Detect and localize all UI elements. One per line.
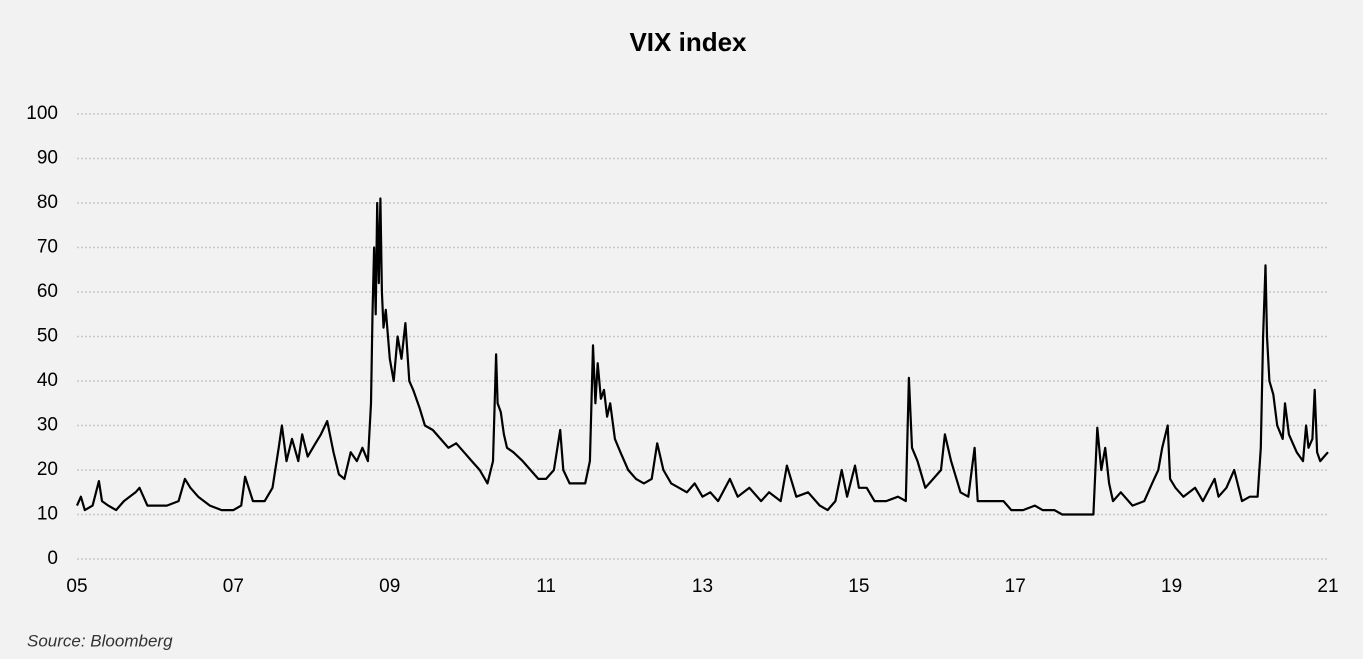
source-note: Source: Bloomberg <box>27 631 173 650</box>
x-tick-label: 09 <box>379 576 400 597</box>
y-tick-label: 0 <box>47 548 58 569</box>
x-tick-label: 07 <box>223 576 244 597</box>
y-tick-label: 90 <box>37 148 58 169</box>
x-tick-label: 11 <box>536 576 556 597</box>
x-tick-label: 17 <box>1005 576 1026 597</box>
y-tick-label: 60 <box>37 281 58 302</box>
x-tick-label: 13 <box>692 576 713 597</box>
y-tick-label: 80 <box>37 192 58 213</box>
x-tick-label: 05 <box>66 576 87 597</box>
y-tick-label: 70 <box>37 237 58 258</box>
chart-title: VIX index <box>629 27 747 57</box>
x-tick-label: 15 <box>848 576 869 597</box>
y-tick-label: 10 <box>37 504 58 525</box>
x-tick-label: 21 <box>1317 576 1338 597</box>
x-tick-label: 19 <box>1161 576 1182 597</box>
y-tick-label: 20 <box>37 459 58 480</box>
y-tick-label: 30 <box>37 415 58 436</box>
data-line <box>75 197 1329 516</box>
y-tick-label: 40 <box>37 370 58 391</box>
y-tick-label: 100 <box>26 103 58 124</box>
y-tick-label: 50 <box>37 326 58 347</box>
